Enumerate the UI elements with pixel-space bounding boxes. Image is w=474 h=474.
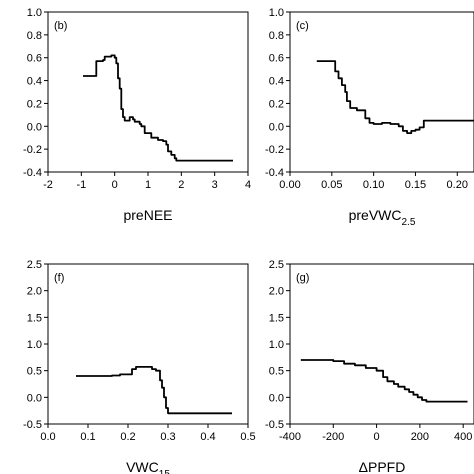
x-axis-label: ΔPPFD bbox=[359, 459, 406, 474]
y-tick-label: 1.0 bbox=[269, 7, 284, 19]
x-tick-label: 3 bbox=[212, 179, 218, 191]
x-tick-label: 0.05 bbox=[321, 179, 342, 191]
chart-panel: -0.5 0.0 0.5 1.0 1.5 2.0 2.5 -400 -200 0 200 400 (g)… bbox=[265, 259, 474, 474]
series-line bbox=[316, 60, 474, 134]
x-axis-label: preVWC2.5 bbox=[349, 207, 416, 228]
y-tick-label: 0.6 bbox=[269, 53, 284, 65]
chart-panel: -0.4 -0.2 0.0 0.2 0.4 0.6 0.8 1.0 0.00 0.05 0.10 0.… bbox=[265, 7, 474, 228]
y-tick-label: -0.2 bbox=[23, 144, 42, 156]
x-tick-label: 1 bbox=[145, 179, 151, 191]
x-tick-label: 200 bbox=[411, 431, 429, 443]
x-tick-label: 0.15 bbox=[405, 179, 426, 191]
y-tick-label: 0.8 bbox=[27, 30, 42, 42]
x-tick-label: 0.20 bbox=[447, 179, 468, 191]
x-tick-label: 0 bbox=[374, 431, 380, 443]
x-axis-label-text: VWC bbox=[126, 459, 159, 474]
plot-frame bbox=[289, 11, 474, 173]
panel-label: (c) bbox=[296, 20, 309, 32]
x-tick-label: 0.5 bbox=[240, 431, 255, 443]
chart-panel: -0.50.00.51.01.52.02.50.0 0.1 0.2 0.3 0.4 0.5… bbox=[23, 259, 256, 474]
y-tick-label: 0.0 bbox=[27, 121, 42, 133]
series-line bbox=[300, 359, 468, 403]
plot-frame bbox=[47, 263, 249, 425]
y-tick-label: 1.0 bbox=[27, 339, 42, 351]
y-tick-label: 0.4 bbox=[269, 76, 284, 88]
x-axis-label-text: preNEE bbox=[123, 207, 172, 223]
y-tick-label: 2.0 bbox=[27, 286, 42, 298]
x-tick-label: -1 bbox=[76, 179, 86, 191]
x-axis-label-subscript: 2.5 bbox=[402, 217, 416, 228]
y-tick-label: 1.5 bbox=[269, 312, 284, 324]
x-axis-label-text: ΔPPFD bbox=[359, 459, 406, 474]
x-tick-label: 0.1 bbox=[80, 431, 95, 443]
panel-label: (b) bbox=[54, 20, 67, 32]
y-tick-label: 0.6 bbox=[27, 53, 42, 65]
series-line bbox=[83, 54, 233, 162]
y-tick-label: 1.0 bbox=[27, 7, 42, 19]
x-tick-label: 4 bbox=[245, 179, 251, 191]
y-tick-label: 0.4 bbox=[27, 76, 42, 88]
x-tick-label: -200 bbox=[322, 431, 344, 443]
y-tick-label: 2.0 bbox=[269, 286, 284, 298]
x-tick-label: 0 bbox=[112, 179, 118, 191]
series-line bbox=[76, 366, 232, 415]
y-tick-label: 0.2 bbox=[269, 98, 284, 110]
y-tick-label: -0.4 bbox=[265, 167, 284, 179]
y-tick-label: 2.5 bbox=[269, 259, 284, 271]
x-tick-label: 2 bbox=[178, 179, 184, 191]
y-tick-label: -0.5 bbox=[265, 419, 284, 431]
x-axis-label-text: preVWC bbox=[349, 207, 402, 223]
y-tick-label: 1.0 bbox=[269, 339, 284, 351]
x-tick-label: 0.4 bbox=[200, 431, 215, 443]
y-tick-label: 0.0 bbox=[269, 392, 284, 404]
y-tick-label: -0.2 bbox=[265, 144, 284, 156]
panel-label: (f) bbox=[54, 272, 64, 284]
y-tick-label: 0.8 bbox=[269, 30, 284, 42]
x-axis-label: VWC15 bbox=[126, 459, 170, 474]
y-tick-label: 2.5 bbox=[27, 259, 42, 271]
x-tick-label: 0.2 bbox=[120, 431, 135, 443]
x-axis-label-subscript: 15 bbox=[159, 469, 171, 474]
y-tick-label: 0.5 bbox=[27, 366, 42, 378]
panel-label: (g) bbox=[296, 272, 309, 284]
x-tick-label: 0.0 bbox=[40, 431, 55, 443]
x-tick-label: -2 bbox=[43, 179, 53, 191]
plot-frame bbox=[47, 11, 249, 173]
y-tick-label: -0.5 bbox=[23, 419, 42, 431]
y-tick-label: 0.5 bbox=[269, 366, 284, 378]
y-tick-label: 0.2 bbox=[27, 98, 42, 110]
y-tick-label: 0.0 bbox=[269, 121, 284, 133]
y-tick-label: 1.5 bbox=[27, 312, 42, 324]
plot-frame bbox=[289, 263, 474, 425]
y-tick-label: -0.4 bbox=[23, 167, 42, 179]
chart-panel: -0.4 -0.2 0.0 0.2 0.4 0.6 0.8 1.0 -2 -1 0 1 2 3 4 (b) pr… bbox=[23, 7, 251, 223]
x-tick-label: 0.10 bbox=[363, 179, 384, 191]
x-tick-label: 0.00 bbox=[279, 179, 300, 191]
x-tick-label: -400 bbox=[279, 431, 301, 443]
y-tick-label: 0.0 bbox=[27, 392, 42, 404]
x-tick-label: 400 bbox=[454, 431, 472, 443]
x-tick-label: 0.3 bbox=[160, 431, 175, 443]
x-axis-label: preNEE bbox=[123, 207, 172, 223]
